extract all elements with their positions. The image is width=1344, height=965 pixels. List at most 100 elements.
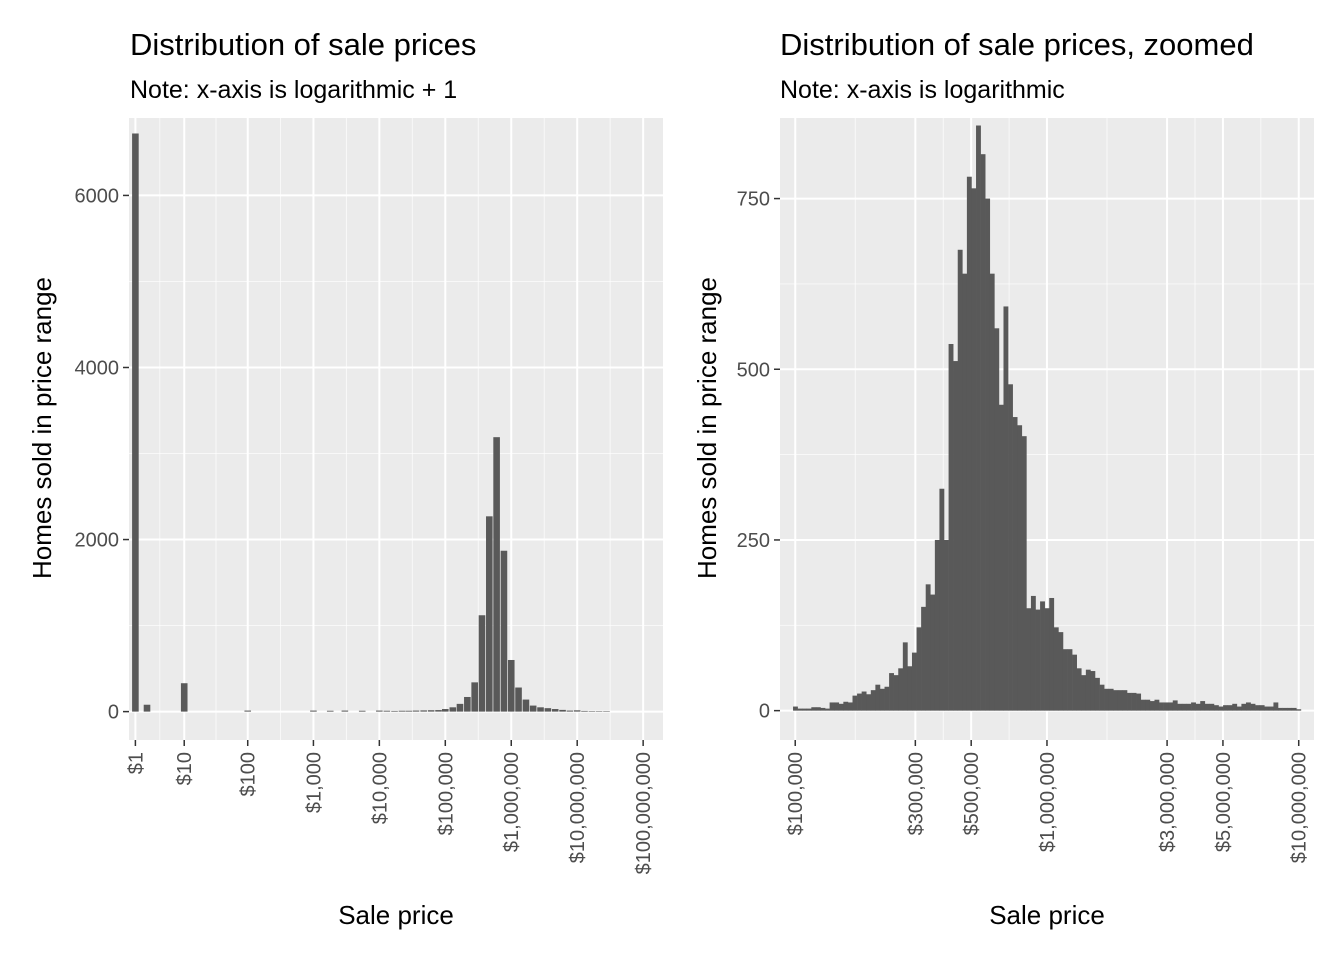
histogram-bar — [1021, 436, 1027, 711]
histogram-bar — [994, 328, 1000, 711]
histogram-bar — [1117, 690, 1123, 711]
histogram-bar — [815, 707, 821, 711]
x-tick-label: $100,000,000 — [633, 752, 655, 874]
histogram-bar — [1094, 677, 1100, 711]
histogram-bar — [376, 710, 383, 712]
histogram-bar — [884, 686, 890, 711]
histogram-bar — [834, 702, 840, 711]
x-tick-label: $1 — [125, 752, 147, 774]
histogram-bar — [405, 710, 413, 712]
histogram-bar — [1204, 703, 1210, 711]
y-tick-label: 0 — [759, 701, 770, 723]
histogram-bar — [907, 666, 913, 711]
histogram-bar — [1122, 690, 1128, 711]
histogram-bar — [1168, 702, 1174, 711]
histogram-bar — [966, 176, 972, 711]
histogram-bar — [838, 703, 844, 711]
left-chart-subtitle: Note: x-axis is logarithmic + 1 — [130, 76, 457, 104]
histogram-bar — [603, 711, 610, 712]
histogram-bar — [1035, 609, 1041, 711]
left-x-axis-title: Sale price — [338, 900, 454, 930]
histogram-bar — [893, 675, 899, 711]
histogram-bar — [507, 659, 515, 712]
histogram-bar — [1287, 707, 1293, 711]
histogram-bar — [976, 125, 981, 711]
histogram-bar — [1296, 709, 1302, 711]
histogram-bar — [1154, 699, 1160, 711]
histogram-bar — [537, 707, 544, 712]
histogram-bar — [1259, 705, 1265, 711]
histogram-bar — [493, 437, 500, 712]
histogram-bar — [985, 198, 991, 711]
histogram-bar — [1241, 703, 1247, 711]
histogram-bar — [1200, 701, 1206, 711]
y-tick-label: 750 — [737, 189, 770, 211]
histogram-bar — [879, 688, 885, 711]
histogram-bar — [544, 708, 552, 712]
histogram-bar — [559, 709, 566, 712]
histogram-bar — [1008, 384, 1013, 711]
histogram-bar — [1090, 671, 1096, 711]
y-tick-label: 6000 — [75, 185, 120, 207]
histogram-bar — [957, 249, 963, 711]
histogram-bar — [500, 550, 508, 712]
histogram-bar — [1177, 703, 1183, 711]
histogram-bar — [1049, 597, 1055, 711]
histogram-bar — [1044, 608, 1050, 711]
histogram-bar — [1017, 425, 1023, 711]
histogram-bar — [921, 606, 927, 711]
histogram-bar — [843, 701, 849, 711]
histogram-bar — [573, 710, 581, 712]
histogram-bar — [1062, 649, 1068, 711]
histogram-bar — [1232, 703, 1238, 711]
histogram-bar — [847, 702, 853, 711]
histogram-bar — [971, 188, 977, 711]
histogram-bar — [925, 584, 931, 711]
histogram-bar — [1149, 701, 1155, 711]
histogram-bar — [948, 343, 954, 711]
histogram-bar — [930, 594, 936, 711]
histogram-bar — [581, 710, 588, 712]
y-tick-label: 4000 — [75, 357, 120, 379]
histogram-bar — [1104, 688, 1110, 711]
histogram-bar — [1282, 707, 1288, 711]
y-tick-label: 250 — [737, 530, 770, 552]
left-gridlines — [129, 118, 663, 740]
histogram-bar — [391, 710, 398, 712]
histogram-bar — [866, 694, 872, 711]
histogram-bar — [1195, 703, 1201, 711]
right-chart-subtitle: Note: x-axis is logarithmic — [780, 76, 1065, 104]
histogram-bar — [802, 708, 808, 711]
left-y-axis-title: Homes sold in price range — [27, 277, 57, 579]
histogram-bar — [1131, 692, 1137, 711]
histogram-bar — [1099, 684, 1105, 711]
x-tick-label: $3,000,000 — [1157, 752, 1179, 852]
histogram-bar — [1209, 703, 1215, 711]
histogram-bar — [797, 708, 803, 711]
histogram-bar — [870, 690, 876, 711]
left-bars — [132, 133, 610, 712]
histogram-bar — [1076, 668, 1082, 711]
histogram-bar — [478, 615, 486, 712]
histogram-bar — [1213, 705, 1219, 711]
histogram-bar — [875, 684, 881, 711]
histogram-bar — [1264, 706, 1270, 711]
histogram-bar — [1085, 669, 1091, 711]
histogram-bar — [934, 539, 940, 711]
x-tick-label: $10,000,000 — [1289, 752, 1311, 863]
left-chart-title: Distribution of sale prices — [130, 27, 476, 62]
histogram-bar — [1127, 692, 1132, 711]
right-chart: Distribution of sale prices, zoomed Note… — [692, 27, 1314, 930]
histogram-bar — [486, 516, 493, 712]
histogram-bar — [1255, 705, 1261, 711]
histogram-bar — [398, 710, 406, 712]
right-bars — [793, 125, 1302, 711]
histogram-bar — [852, 695, 858, 711]
left-axes: 0 2000 4000 6000 $1 $10 $100 $1,000 $10,000 $100,… — [75, 185, 656, 874]
histogram-bar — [1278, 707, 1283, 711]
histogram-bar — [1067, 649, 1073, 711]
histogram-bar — [1108, 688, 1114, 711]
histogram-bar — [1026, 608, 1032, 711]
histogram-bar — [998, 404, 1004, 711]
